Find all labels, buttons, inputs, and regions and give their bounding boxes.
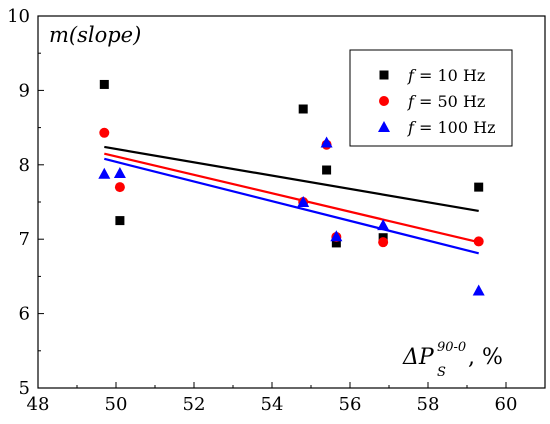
- data-point: [322, 165, 332, 175]
- data-point: [474, 182, 484, 192]
- legend-label: f = 100 Hz: [407, 118, 496, 137]
- data-point: [331, 238, 341, 248]
- x-tick-label: 48: [27, 394, 50, 415]
- data-point: [377, 219, 390, 231]
- data-point: [99, 79, 109, 89]
- x-tick-label: 50: [105, 394, 128, 415]
- data-point: [115, 216, 125, 226]
- fit-line: [104, 157, 479, 255]
- fit-lines: [104, 145, 479, 255]
- legend-marker: [379, 70, 389, 80]
- legend-label: f = 10 Hz: [407, 66, 485, 85]
- y-tick-label: 7: [19, 229, 30, 250]
- x-axis-label-suffix: , %: [468, 345, 503, 370]
- data-point: [320, 136, 333, 148]
- x-tick-label: 52: [183, 394, 206, 415]
- y-tick-label: 8: [19, 155, 30, 176]
- fit-line: [104, 145, 479, 213]
- y-tick-label: 9: [19, 80, 30, 101]
- x-axis-label-main: ΔP: [402, 345, 435, 370]
- y-axis-label: m(slope): [49, 23, 141, 47]
- data-point: [297, 196, 310, 207]
- x-axis-label-superscript: 90-0: [437, 340, 466, 355]
- data-point: [113, 166, 126, 178]
- y-tick-label: 10: [7, 6, 30, 27]
- data-points: [98, 79, 485, 296]
- fit-line: [104, 152, 479, 244]
- data-point: [99, 127, 110, 138]
- x-tick-label: 56: [339, 394, 362, 415]
- x-tick-label: 54: [261, 394, 284, 415]
- x-tick-label: 58: [417, 394, 440, 415]
- y-tick-label: 5: [19, 378, 30, 399]
- y-tick-label: 6: [19, 304, 30, 325]
- data-point: [98, 167, 111, 179]
- legend-marker: [378, 121, 390, 132]
- data-point: [298, 104, 308, 114]
- data-point: [114, 182, 125, 193]
- legend-box: [349, 49, 513, 147]
- x-axis-label: ΔP 90-0 S , %: [402, 340, 503, 380]
- x-axis-label-subscript: S: [437, 365, 446, 380]
- legend: f = 10 Hz f = 50 Hz f = 100 Hz: [349, 49, 513, 147]
- data-point: [472, 284, 485, 296]
- data-point: [330, 230, 343, 242]
- x-tick-label: 60: [495, 394, 518, 415]
- data-point: [378, 237, 389, 248]
- legend-marker: [379, 96, 389, 106]
- legend-label: f = 50 Hz: [407, 92, 485, 111]
- data-point: [473, 236, 484, 247]
